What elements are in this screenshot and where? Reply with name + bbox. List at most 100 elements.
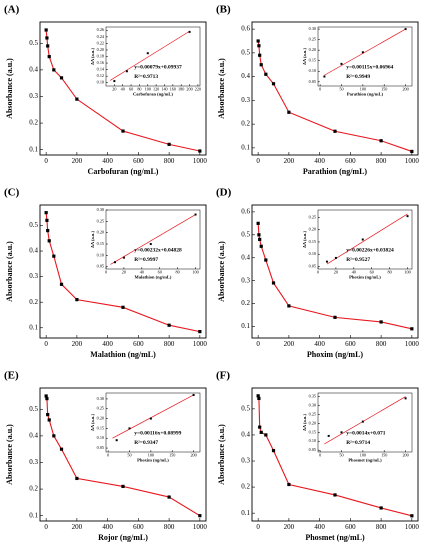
x-tick-label: 600: [345, 340, 356, 348]
y-tick-label: 0.05: [97, 445, 104, 450]
y-tick-label: 0.3: [241, 457, 250, 465]
inset-x-label: Malathion (ng/mL): [135, 275, 172, 280]
y-axis-label: Absorbance (a.u.): [5, 58, 14, 119]
x-tick-label: 1000: [405, 157, 420, 165]
y-tick-label: 0.05: [309, 264, 316, 269]
x-axis-label: Carbofuran (ng/mL): [88, 167, 159, 176]
y-tick-label: 0.25: [309, 411, 316, 416]
y-tick-label: 0.05: [97, 264, 104, 269]
fit-line: [112, 394, 194, 439]
fit-line: [324, 28, 406, 76]
r-squared: R²=0.9527: [346, 257, 370, 263]
y-tick-label: 0.25: [97, 218, 104, 223]
y-tick-label: 0.14: [97, 67, 105, 72]
data-point: [340, 431, 343, 434]
x-tick-label: 80: [388, 270, 392, 275]
x-tick-label: 200: [284, 340, 295, 348]
data-point: [361, 238, 364, 241]
y-tick-label: 0.1: [241, 143, 250, 151]
y-tick-label: 0.4: [241, 253, 250, 261]
data-point: [46, 44, 50, 48]
y-tick-label: 0.5: [241, 48, 250, 56]
data-point: [410, 327, 414, 331]
data-point: [121, 484, 125, 489]
x-tick-label: 200: [284, 157, 295, 165]
x-tick-label: 80: [137, 87, 141, 92]
x-tick-label: 200: [402, 87, 408, 92]
x-tick-label: 200: [186, 87, 192, 92]
x-tick-label: 200: [72, 523, 83, 531]
x-tick-label: 0: [256, 340, 260, 348]
x-tick-label: 150: [381, 87, 387, 92]
data-point: [59, 76, 64, 80]
fit-equation: y=0.00115x+0.06964: [346, 64, 393, 70]
data-point: [258, 53, 262, 57]
x-tick-label: 160: [170, 87, 176, 92]
data-point: [122, 256, 125, 259]
inset-x-label: Parathion (ng/mL): [347, 92, 384, 97]
y-tick-label: 0.5: [241, 230, 250, 238]
x-tick-label: 60: [370, 270, 374, 275]
x-axis-label: Phoxim (ng/mL): [307, 350, 364, 359]
inset-y-label: ΔA (a.u.): [302, 231, 307, 248]
data-point: [167, 142, 171, 146]
y-axis-label: Absorbance (a.u.): [5, 241, 14, 302]
inset-y-label: ΔA (a.u.): [302, 414, 307, 431]
y-tick-label: 0.1: [241, 322, 250, 330]
y-tick-label: 0.3: [29, 458, 38, 466]
x-tick-label: 40: [121, 87, 125, 92]
data-point: [256, 39, 260, 43]
data-point: [52, 434, 56, 438]
data-point: [44, 28, 48, 32]
y-tick-label: 0.3: [29, 272, 38, 280]
x-tick-label: 0: [107, 453, 109, 458]
data-point: [45, 218, 49, 222]
data-point: [379, 506, 383, 510]
x-tick-label: 0: [44, 523, 48, 531]
data-point: [121, 305, 125, 309]
data-point: [325, 260, 328, 263]
x-tick-label: 50: [339, 453, 343, 458]
y-tick-label: 0.05: [309, 79, 316, 84]
data-point: [52, 68, 56, 72]
inset-x-label: Carbofuran (ng/mL): [133, 92, 173, 97]
axes-frame: [105, 392, 201, 453]
data-line: [257, 395, 412, 517]
y-tick-label: 0.30: [309, 26, 316, 31]
inset-y-label: ΔA (a.u.): [302, 48, 307, 65]
x-tick-label: 800: [376, 157, 387, 165]
x-tick-label: 20: [334, 270, 338, 275]
data-point: [149, 243, 152, 246]
data-point: [75, 298, 79, 302]
data-point: [59, 447, 64, 451]
y-tick-label: 0.10: [309, 438, 316, 443]
x-tick-label: 800: [164, 340, 175, 348]
y-tick-label: 0.15: [97, 241, 104, 246]
data-point: [333, 129, 337, 133]
x-tick-label: 100: [192, 270, 198, 275]
x-tick-label: 400: [102, 340, 113, 348]
y-tick-label: 0.25: [97, 406, 104, 411]
data-point: [258, 237, 262, 241]
x-tick-label: 800: [164, 157, 175, 165]
data-point: [410, 514, 414, 518]
y-axis-label: Absorbance (a.u.): [217, 58, 226, 119]
y-tick-label: 0.18: [97, 53, 104, 58]
y-tick-label: 0.6: [241, 207, 250, 215]
fit-equation: y=0.0014x+0.071: [346, 430, 386, 436]
data-point: [45, 36, 49, 40]
data-point: [75, 97, 79, 101]
x-tick-label: 0: [319, 453, 321, 458]
inset-x-label: Phoxim (ng/mL): [137, 458, 169, 463]
y-tick-label: 0.20: [97, 230, 104, 235]
x-tick-label: 1000: [405, 523, 420, 531]
x-tick-label: 0: [256, 523, 260, 531]
x-tick-label: 1000: [405, 340, 420, 348]
y-tick-label: 0.2: [241, 120, 250, 128]
y-tick-label: 0.10: [97, 252, 104, 257]
data-point: [333, 493, 337, 497]
y-tick-label: 0.12: [97, 73, 104, 78]
data-point: [264, 258, 268, 262]
data-point: [256, 221, 260, 225]
